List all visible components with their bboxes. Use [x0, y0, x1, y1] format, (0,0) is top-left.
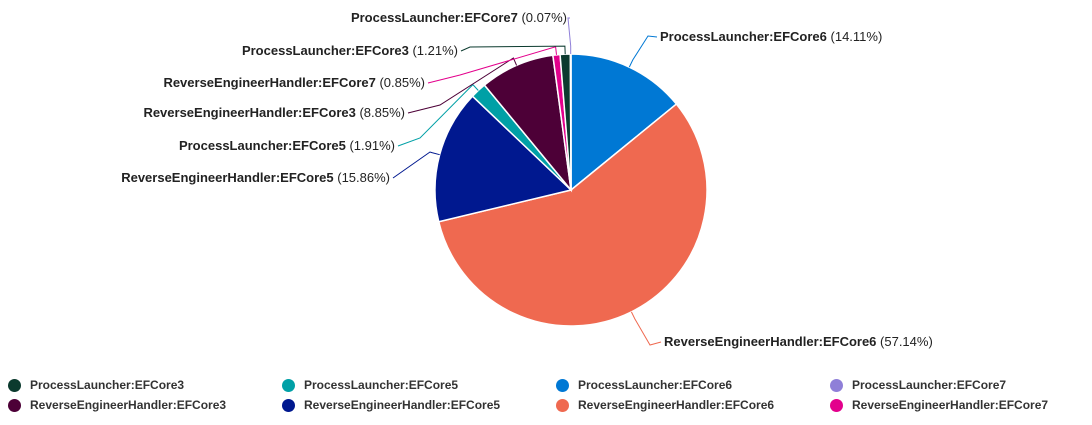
- slice-label-percent: (1.21%): [409, 43, 458, 58]
- legend-label: ReverseEngineerHandler:EFCore5: [304, 398, 501, 412]
- slice-label-percent: (15.86%): [334, 170, 390, 185]
- legend-label: ReverseEngineerHandler:EFCore7: [852, 398, 1049, 412]
- leader-line-pl3: [460, 45, 566, 55]
- legend-label: ReverseEngineerHandler:EFCore6: [578, 398, 775, 412]
- legend-swatch: [556, 378, 569, 392]
- slice-label-pl5: ProcessLauncher:EFCore5 (1.91%): [179, 138, 395, 153]
- slice-label-name: ReverseEngineerHandler:EFCore7: [163, 75, 375, 90]
- leader-line-reh6: [630, 311, 662, 346]
- pie-slice-reh6[interactable]: [437, 102, 708, 327]
- legend-label: ProcessLauncher:EFCore6: [578, 378, 733, 392]
- legend-label: ProcessLauncher:EFCore7: [852, 378, 1007, 392]
- leader-line-reh3: [407, 57, 518, 114]
- legend-swatch: [830, 378, 843, 392]
- legend-swatch: [282, 398, 295, 412]
- legend-swatch: [8, 378, 21, 392]
- legend-item[interactable]: ProcessLauncher:EFCore3: [8, 376, 184, 394]
- legend: ProcessLauncher:EFCore3 ProcessLauncher:E…: [0, 372, 1092, 422]
- legend-swatch: [556, 398, 569, 412]
- leader-line-pl6: [628, 35, 658, 68]
- slice-label-pl3: ProcessLauncher:EFCore3 (1.21%): [242, 43, 458, 58]
- slice-labels: ProcessLauncher:EFCore6 (14.11%) ReverseE…: [121, 10, 933, 349]
- leader-line-pl5: [397, 83, 479, 147]
- slice-label-name: ProcessLauncher:EFCore7: [351, 10, 518, 25]
- legend-swatch: [830, 398, 843, 412]
- slice-label-name: ReverseEngineerHandler:EFCore5: [121, 170, 333, 185]
- leader-line-reh7: [427, 46, 557, 84]
- slice-label-percent: (14.11%): [827, 29, 882, 44]
- legend-item[interactable]: ReverseEngineerHandler:EFCore7: [830, 396, 1048, 414]
- legend-label: ReverseEngineerHandler:EFCore3: [30, 398, 227, 412]
- pie-slice-pl6[interactable]: [570, 53, 678, 192]
- legend-item[interactable]: ProcessLauncher:EFCore7: [830, 376, 1006, 394]
- slice-label-reh7: ReverseEngineerHandler:EFCore7 (0.85%): [163, 75, 425, 90]
- slice-label-reh5: ReverseEngineerHandler:EFCore5 (15.86%): [121, 170, 390, 185]
- slice-label-pl7: ProcessLauncher:EFCore7 (0.07%): [351, 10, 567, 25]
- legend-item[interactable]: ReverseEngineerHandler:EFCore3: [8, 396, 226, 414]
- slice-label-name: ProcessLauncher:EFCore5: [179, 138, 346, 153]
- legend-item[interactable]: ProcessLauncher:EFCore5: [282, 376, 458, 394]
- slice-label-percent: (0.85%): [376, 75, 425, 90]
- legend-swatch: [282, 378, 295, 392]
- slice-label-reh6: ReverseEngineerHandler:EFCore6 (57.14%): [664, 334, 933, 349]
- legend-item[interactable]: ReverseEngineerHandler:EFCore5: [282, 396, 500, 414]
- legend-label: ProcessLauncher:EFCore5: [304, 378, 459, 392]
- slice-label-name: ReverseEngineerHandler:EFCore3: [143, 105, 355, 120]
- slice-label-percent: (0.07%): [518, 10, 567, 25]
- slice-label-percent: (1.91%): [346, 138, 395, 153]
- slice-label-percent: (57.14%): [876, 334, 932, 349]
- leader-line-pl7: [567, 17, 572, 54]
- legend-swatch: [8, 398, 21, 412]
- legend-label: ProcessLauncher:EFCore3: [30, 378, 185, 392]
- slice-label-name: ProcessLauncher:EFCore3: [242, 43, 409, 58]
- slice-label-reh3: ReverseEngineerHandler:EFCore3 (8.85%): [143, 105, 405, 120]
- pie-slice-pl7[interactable]: [569, 53, 572, 191]
- leader-lines: [392, 17, 662, 346]
- legend-item[interactable]: ProcessLauncher:EFCore6: [556, 376, 732, 394]
- slice-label-percent: (8.85%): [356, 105, 405, 120]
- slice-label-name: ProcessLauncher:EFCore6: [660, 29, 827, 44]
- leader-line-reh5: [392, 151, 440, 179]
- legend-item[interactable]: ReverseEngineerHandler:EFCore6: [556, 396, 774, 414]
- slice-label-pl6: ProcessLauncher:EFCore6 (14.11%): [660, 29, 882, 44]
- slice-label-name: ReverseEngineerHandler:EFCore6: [664, 334, 876, 349]
- pie-chart: ProcessLauncher:EFCore6 (14.11%) ReverseE…: [121, 10, 933, 349]
- pie-slices: [434, 53, 708, 327]
